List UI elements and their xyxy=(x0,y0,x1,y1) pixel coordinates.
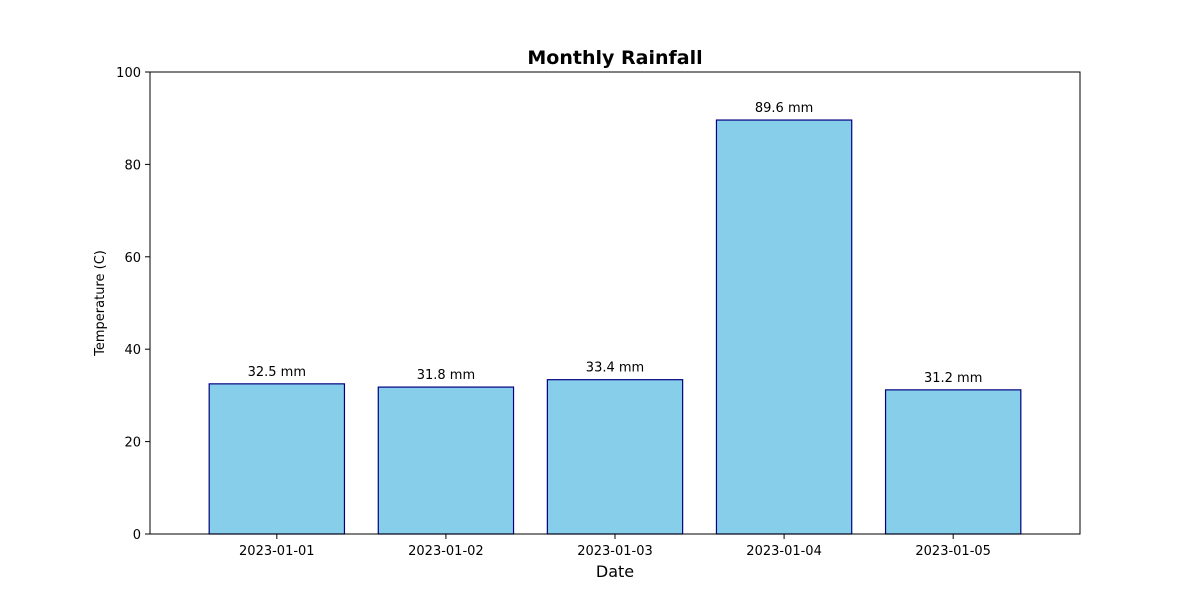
x-tick-label: 2023-01-02 xyxy=(408,544,484,559)
plot-frame xyxy=(149,71,1081,535)
y-tick-label: 40 xyxy=(124,343,141,358)
x-tick-label: 2023-01-05 xyxy=(915,544,991,559)
y-tick-label: 80 xyxy=(124,158,141,173)
x-axis-label: Date xyxy=(596,562,634,581)
bar-value-label: 31.8 mm xyxy=(417,368,475,383)
bar-value-label: 89.6 mm xyxy=(755,101,813,116)
chart-title: Monthly Rainfall xyxy=(527,47,702,69)
y-tick-label: 60 xyxy=(124,251,141,266)
bar xyxy=(546,379,684,535)
bars-group xyxy=(208,119,1022,535)
bar-value-label: 33.4 mm xyxy=(586,361,644,376)
y-tick-label: 0 xyxy=(133,528,141,543)
y-axis-ticks: 0 20 40 60 80 100 xyxy=(116,66,150,543)
y-tick-label: 20 xyxy=(124,436,141,451)
bar xyxy=(208,383,346,535)
bar-value-label: 31.2 mm xyxy=(924,371,982,386)
x-tick-label: 2023-01-04 xyxy=(746,544,822,559)
x-tick-label: 2023-01-03 xyxy=(577,544,653,559)
x-tick-label: 2023-01-01 xyxy=(239,544,315,559)
bar xyxy=(377,386,515,535)
bar-value-label: 32.5 mm xyxy=(248,365,306,380)
y-tick-label: 100 xyxy=(116,66,141,81)
y-axis-label: Temperature (C) xyxy=(93,250,108,357)
bar xyxy=(884,389,1022,535)
x-axis-ticks: 2023-01-01 2023-01-02 2023-01-03 2023-01-04… xyxy=(239,534,991,559)
bar xyxy=(715,119,853,535)
data-labels-group: 32.5 mm 31.8 mm 33.4 mm 89.6 mm 31.2 mm xyxy=(248,101,983,386)
